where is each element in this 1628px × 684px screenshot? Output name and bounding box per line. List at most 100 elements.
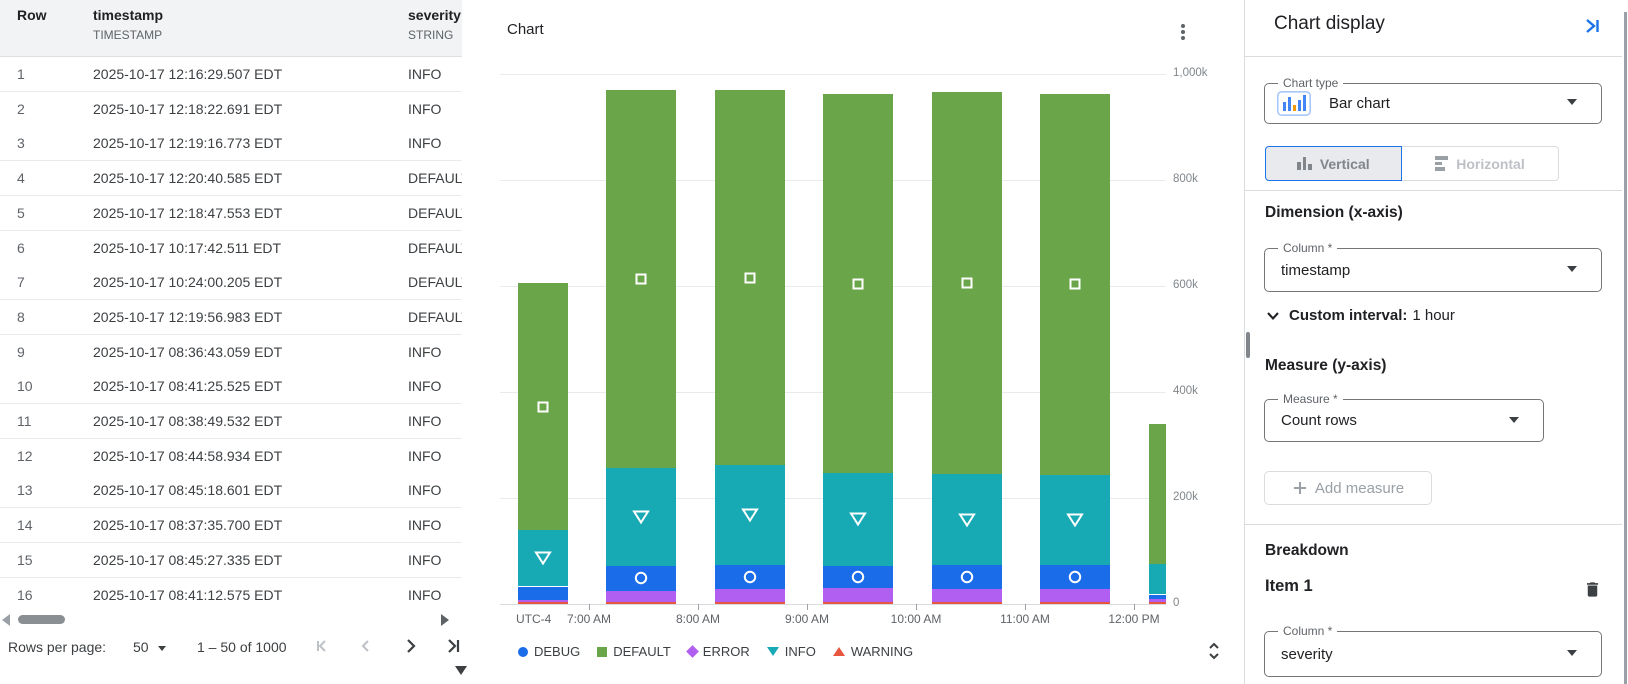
cell-row-number: 11 <box>17 413 32 429</box>
legend-label: INFO <box>784 644 816 659</box>
bar-segment-default[interactable] <box>1149 424 1166 565</box>
bar-segment-default[interactable] <box>606 89 676 468</box>
cell-timestamp: 2025-10-17 08:44:58.934 EDT <box>93 447 283 464</box>
legend-item-debug[interactable]: DEBUG <box>518 644 580 659</box>
last-page-icon[interactable] <box>442 636 462 656</box>
bar-segment-warning[interactable] <box>1040 601 1110 604</box>
panel-scrollbar[interactable] <box>1624 12 1627 684</box>
bar-segment-warning[interactable] <box>1149 602 1166 604</box>
table-row: 10 2025-10-17 08:41:25.525 EDT INFO <box>0 369 462 405</box>
bar-segment-error[interactable] <box>1040 589 1110 602</box>
bar-segment-error[interactable] <box>518 600 568 603</box>
bar-segment-debug[interactable] <box>932 565 1002 589</box>
legend-label: DEFAULT <box>613 644 671 659</box>
rows-per-page-caret-icon[interactable] <box>158 646 166 651</box>
breakdown-column-select[interactable] <box>1264 631 1602 677</box>
bar-segment-info[interactable] <box>1149 564 1166 595</box>
cell-severity: DEFAULT <box>408 204 462 221</box>
table-row: 11 2025-10-17 08:38:49.532 EDT INFO <box>0 404 462 439</box>
scroll-right-arrow-icon[interactable] <box>441 614 449 626</box>
cell-timestamp: 2025-10-17 08:45:27.335 EDT <box>93 551 283 568</box>
timezone-label: UTC-4 <box>516 612 552 626</box>
scroll-left-arrow-icon[interactable] <box>2 614 10 626</box>
next-page-icon[interactable] <box>400 636 420 656</box>
collapse-panel-icon[interactable] <box>1582 16 1602 36</box>
measure-select[interactable] <box>1264 399 1544 442</box>
bar-segment-default[interactable] <box>715 89 785 466</box>
cell-row-number: 7 <box>17 274 25 291</box>
bar-segment-info[interactable] <box>518 530 568 587</box>
column-header-row: Row <box>17 7 47 23</box>
bar-segment-warning[interactable] <box>932 601 1002 604</box>
bar-segment-error[interactable] <box>823 588 893 602</box>
bar-segment-info[interactable] <box>823 473 893 566</box>
cell-timestamp: 2025-10-17 08:41:12.575 EDT <box>93 586 283 603</box>
rows-per-page-select[interactable]: 50 <box>133 639 149 655</box>
unfold-more-icon[interactable] <box>1205 640 1223 662</box>
bar-segment-info[interactable] <box>606 467 676 566</box>
x-axis-tick-label: 7:00 AM <box>566 612 612 626</box>
measure-value: Count rows <box>1281 412 1357 429</box>
legend-item-default[interactable]: DEFAULT <box>597 644 671 659</box>
horizontal-scroll-thumb[interactable] <box>18 615 65 624</box>
table-row: 5 2025-10-17 12:18:47.553 EDT DEFAULT <box>0 195 462 231</box>
orientation-vertical-button[interactable]: Vertical <box>1265 146 1402 181</box>
chart-type-caret-icon[interactable] <box>1567 99 1577 105</box>
bar-segment-debug[interactable] <box>606 565 676 591</box>
gridline <box>500 604 1166 605</box>
custom-interval-value: 1 hour <box>1412 307 1455 324</box>
legend-item-info[interactable]: INFO <box>766 644 816 659</box>
cell-row-number: 6 <box>17 239 25 256</box>
cell-severity: DEFAULT <box>408 308 462 325</box>
triangle-up-legend-marker-icon <box>832 647 845 656</box>
breakdown-column-caret-icon[interactable] <box>1567 650 1577 656</box>
bar-segment-debug[interactable] <box>518 586 568 601</box>
bar-segment-error[interactable] <box>606 590 676 602</box>
chart-panel-scroll-thumb[interactable] <box>1246 332 1250 358</box>
scroll-down-arrow-icon[interactable] <box>455 666 467 675</box>
previous-page-icon[interactable] <box>356 636 376 656</box>
cell-timestamp: 2025-10-17 12:19:16.773 EDT <box>93 135 283 152</box>
bar-segment-error[interactable] <box>715 589 785 602</box>
plus-icon <box>1293 482 1306 494</box>
dimension-column-select[interactable] <box>1264 248 1602 292</box>
bar-segment-warning[interactable] <box>715 601 785 604</box>
breakdown-item-label: Item 1 <box>1265 577 1313 595</box>
cell-timestamp: 2025-10-17 08:37:35.700 EDT <box>93 517 283 534</box>
bar-segment-debug[interactable] <box>1040 565 1110 590</box>
cell-row-number: 12 <box>17 447 33 464</box>
bar-segment-error[interactable] <box>1149 599 1166 603</box>
bar-segment-debug[interactable] <box>823 565 893 589</box>
bar-segment-warning[interactable] <box>823 601 893 604</box>
bar-segment-info[interactable] <box>932 474 1002 566</box>
bar-segment-default[interactable] <box>518 283 568 531</box>
bar-segment-info[interactable] <box>1040 475 1110 566</box>
bar-segment-error[interactable] <box>932 588 1002 602</box>
legend-item-warning[interactable]: WARNING <box>832 644 913 659</box>
cell-severity: DEFAULT <box>408 170 462 187</box>
bar-segment-debug[interactable] <box>715 564 785 590</box>
dimension-column-caret-icon[interactable] <box>1567 266 1577 272</box>
add-measure-button[interactable]: Add measure <box>1264 471 1432 505</box>
custom-interval-expander[interactable]: Custom interval: 1 hour <box>1265 307 1455 324</box>
bar-segment-warning[interactable] <box>606 601 676 604</box>
chart-menu-kebab-icon[interactable] <box>1175 22 1191 42</box>
bar-segment-default[interactable] <box>823 94 893 473</box>
orientation-horizontal-button[interactable]: Horizontal <box>1402 146 1559 181</box>
bar-segment-debug[interactable] <box>1149 594 1166 600</box>
trash-icon[interactable] <box>1583 579 1602 600</box>
bar-segment-info[interactable] <box>715 465 785 565</box>
bar-segment-default[interactable] <box>1040 93 1110 476</box>
legend-label: ERROR <box>702 644 750 659</box>
measure-caret-icon[interactable] <box>1509 417 1519 423</box>
chart-type-value: Bar chart <box>1329 95 1390 112</box>
first-page-icon[interactable] <box>313 636 333 656</box>
cell-row-number: 16 <box>17 586 33 603</box>
x-axis-tick <box>807 604 808 610</box>
legend-item-error[interactable]: ERROR <box>685 644 750 659</box>
cell-timestamp: 2025-10-17 12:20:40.585 EDT <box>93 170 283 187</box>
cell-severity: INFO <box>408 378 442 395</box>
cell-row-number: 8 <box>17 308 25 325</box>
bar-segment-warning[interactable] <box>518 602 568 604</box>
bar-segment-default[interactable] <box>932 91 1002 475</box>
